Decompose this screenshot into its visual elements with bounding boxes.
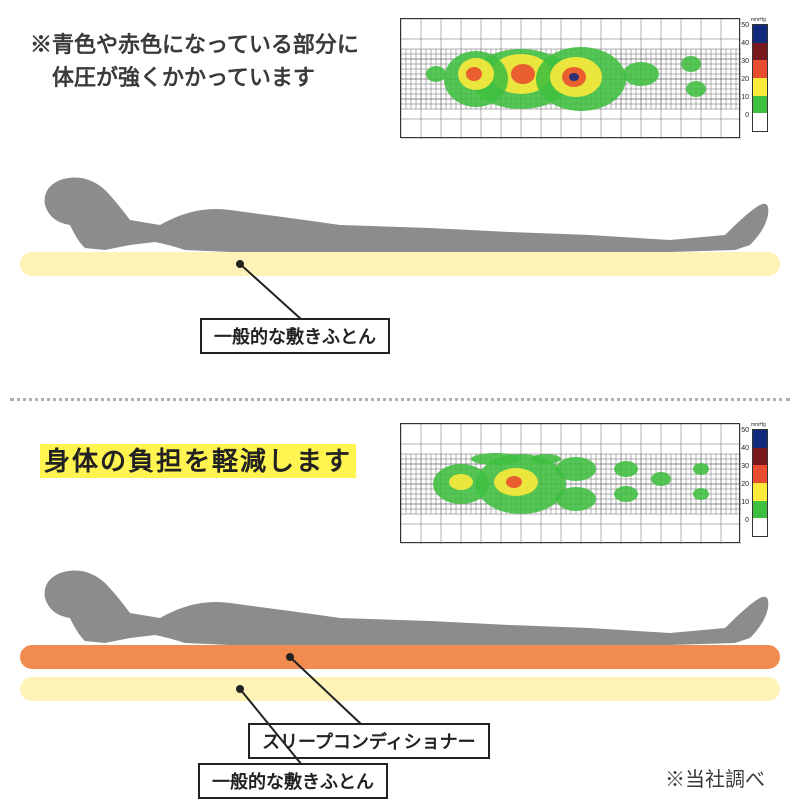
note-line2: 体圧が強くかかっています <box>30 61 359 94</box>
conditioner-layer <box>20 645 780 669</box>
body-silhouette-top <box>30 150 770 260</box>
heatmap-svg-bottom <box>401 424 741 544</box>
futon-label-top: 一般的な敷きふとん <box>200 318 390 354</box>
pressure-heatmap-bottom <box>400 423 740 543</box>
top-panel: ※青色や赤色になっている部分に 体圧が強くかかっています mmHg5040302… <box>0 0 800 395</box>
bottom-panel: 身体の負担を軽減します mmHg50403020100 スリープコンディショナー… <box>0 405 800 800</box>
futon-label-bottom: 一般的な敷きふとん <box>198 763 388 799</box>
note-line1: ※青色や赤色になっている部分に <box>30 28 359 61</box>
disclaimer: ※当社調べ <box>665 763 765 792</box>
leader-line-1 <box>236 260 306 324</box>
pressure-legend-top: mmHg50403020100 <box>752 24 768 132</box>
pressure-note: ※青色や赤色になっている部分に 体圧が強くかかっています <box>30 28 359 94</box>
pressure-legend-bottom: mmHg50403020100 <box>752 429 768 537</box>
futon-mattress-top <box>20 252 780 276</box>
headline-text: 身体の負担を軽減します <box>40 444 356 478</box>
heatmap-svg-top <box>401 19 741 139</box>
headline: 身体の負担を軽減します <box>40 441 356 478</box>
leader-line-3 <box>236 685 306 769</box>
body-silhouette-bottom <box>30 543 770 653</box>
futon-mattress-bottom <box>20 677 780 701</box>
panel-divider <box>10 398 790 401</box>
pressure-heatmap-top <box>400 18 740 138</box>
